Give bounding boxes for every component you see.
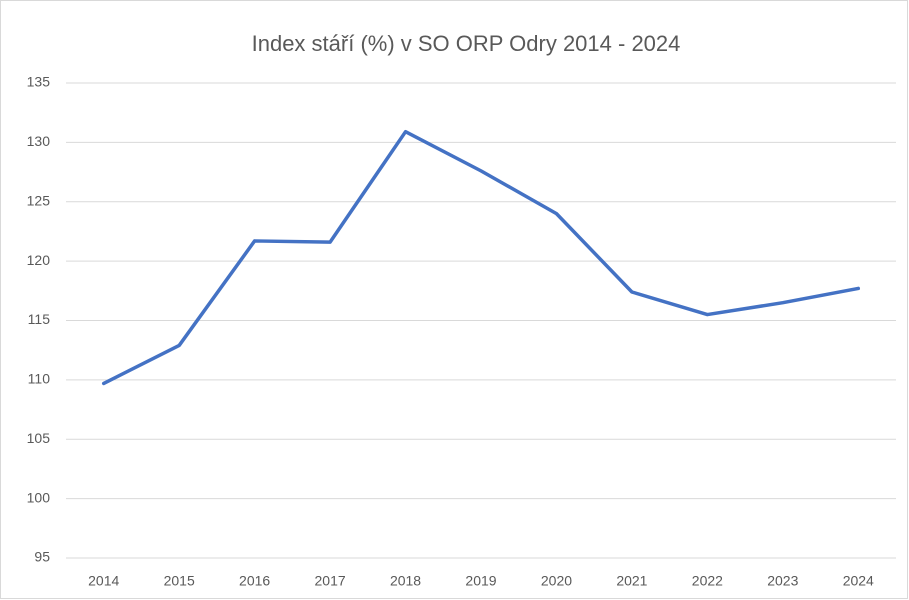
x-tick-label: 2019 bbox=[465, 573, 496, 589]
y-tick-label: 135 bbox=[27, 74, 51, 90]
x-tick-label: 2023 bbox=[767, 573, 798, 589]
x-tick-label: 2016 bbox=[239, 573, 270, 589]
y-tick-label: 105 bbox=[27, 430, 51, 446]
y-tick-label: 120 bbox=[27, 252, 51, 268]
x-tick-label: 2018 bbox=[390, 573, 421, 589]
x-tick-label: 2024 bbox=[843, 573, 874, 589]
x-tick-label: 2021 bbox=[616, 573, 647, 589]
chart-title: Index stáří (%) v SO ORP Odry 2014 - 202… bbox=[252, 31, 681, 56]
y-tick-label: 115 bbox=[28, 311, 51, 327]
x-tick-label: 2015 bbox=[164, 573, 195, 589]
y-tick-label: 100 bbox=[27, 489, 51, 505]
y-tick-label: 130 bbox=[27, 133, 51, 149]
x-tick-label: 2014 bbox=[88, 573, 119, 589]
y-tick-label: 95 bbox=[34, 549, 50, 565]
y-tick-label: 125 bbox=[27, 192, 51, 208]
x-tick-label: 2017 bbox=[315, 573, 346, 589]
x-tick-label: 2022 bbox=[692, 573, 723, 589]
y-tick-label: 110 bbox=[28, 371, 51, 387]
x-tick-label: 2020 bbox=[541, 573, 572, 589]
line-series bbox=[101, 129, 861, 386]
